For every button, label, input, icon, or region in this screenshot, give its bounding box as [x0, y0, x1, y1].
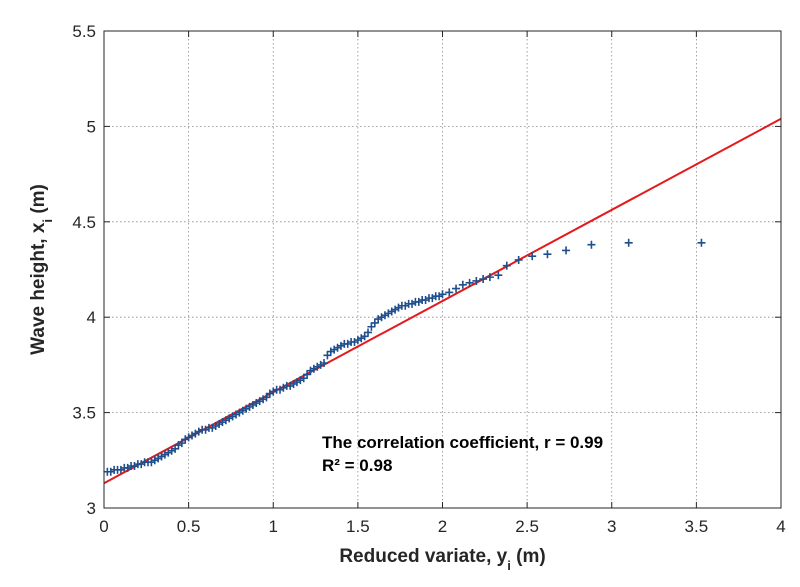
data-point	[445, 288, 454, 297]
x-axis-label: Reduced variate, yi (m)	[339, 546, 545, 573]
data-point	[458, 280, 467, 289]
data-point	[320, 358, 329, 367]
data-point	[543, 250, 552, 259]
fit-line-group	[103, 117, 782, 485]
x-tick-labels: 0 0.5 1 1.5 2 2.5 3 3.5 4	[99, 517, 785, 536]
x-tick-label: 2	[438, 517, 447, 536]
y-tick-labels: 3 3.5 4 4.5 5 5.5	[72, 22, 96, 518]
data-point	[485, 273, 494, 282]
data-point	[465, 278, 474, 287]
x-tick-label: 2.5	[515, 517, 539, 536]
data-point	[494, 271, 503, 280]
y-tick-label: 5.5	[72, 22, 96, 41]
data-point	[502, 261, 511, 270]
data-point	[514, 255, 523, 264]
data-point	[587, 240, 596, 249]
y-tick-label: 4	[87, 308, 96, 327]
data-point	[438, 290, 447, 299]
grid-lines	[104, 31, 781, 508]
tick-marks	[103, 30, 782, 509]
data-point	[697, 238, 706, 247]
data-point	[452, 284, 461, 293]
fit-line	[103, 117, 782, 485]
data-point	[472, 276, 481, 285]
x-tick-label: 3	[607, 517, 616, 536]
data-points	[103, 238, 706, 476]
data-point	[479, 275, 488, 284]
data-point	[528, 252, 537, 261]
y-tick-label: 5	[87, 117, 96, 136]
x-tick-label: 4	[776, 517, 785, 536]
x-tick-label: 0.5	[177, 517, 201, 536]
x-tick-label: 1	[269, 517, 278, 536]
x-tick-label: 1.5	[346, 517, 370, 536]
data-point	[624, 238, 633, 247]
x-tick-label: 3.5	[685, 517, 709, 536]
y-tick-label: 4.5	[72, 213, 96, 232]
data-point	[562, 246, 571, 255]
data-point	[364, 328, 373, 337]
y-tick-label: 3.5	[72, 404, 96, 423]
y-axis-label: Wave height, xi (m)	[28, 184, 55, 355]
annotation-correlation: The correlation coefficient, r = 0.99	[322, 433, 603, 452]
y-tick-label: 3	[87, 499, 96, 518]
annotation-r-squared: R² = 0.98	[322, 456, 392, 475]
x-tick-label: 0	[99, 517, 108, 536]
